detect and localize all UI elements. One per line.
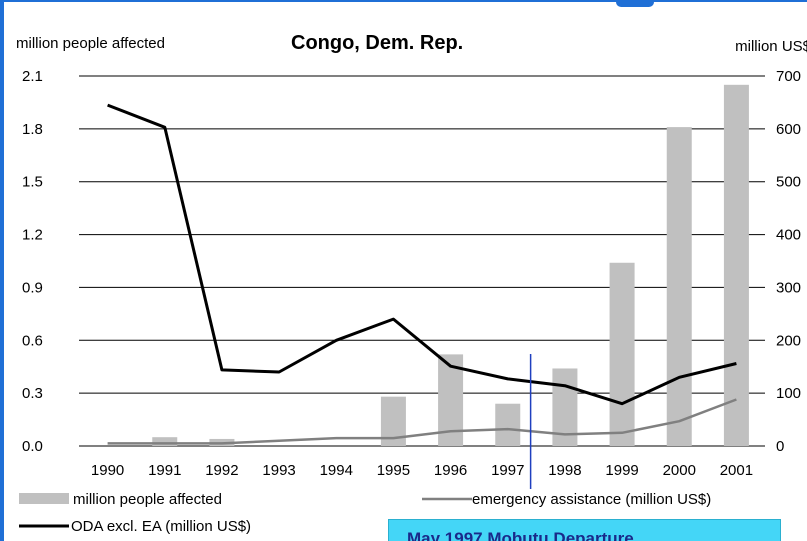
- x-tick-label: 1990: [91, 462, 124, 479]
- gridlines: [79, 75, 765, 447]
- x-tick-label: 1994: [320, 462, 353, 479]
- left-tick-label: 0.9: [22, 279, 43, 296]
- right-tick-label: 400: [776, 227, 801, 244]
- x-tick-label: 2000: [663, 462, 696, 479]
- legend-label-bars: million people affected: [73, 491, 222, 508]
- right-tick-label: 700: [776, 68, 801, 85]
- bar: [495, 403, 521, 446]
- left-tick-label: 1.8: [22, 121, 43, 138]
- left-tick-label: 1.5: [22, 174, 43, 191]
- right-tick-label: 500: [776, 174, 801, 191]
- x-tick-label: 1992: [205, 462, 238, 479]
- frame-tab: [616, 2, 654, 7]
- x-tick-label: 1999: [605, 462, 638, 479]
- legend: million people affected emergency assista…: [19, 491, 711, 535]
- tick-labels: 0.0 0 0.3 100 0.6 200 0.9 300 1.2 400 1.5 500 1.8 600…: [22, 68, 801, 479]
- x-tick-label: 1991: [148, 462, 181, 479]
- bar: [609, 262, 635, 446]
- legend-label-ea: emergency assistance (million US$): [472, 491, 711, 508]
- x-tick-label: 2001: [720, 462, 753, 479]
- x-tick-label: 1996: [434, 462, 467, 479]
- left-axis-title: million people affected: [16, 35, 165, 52]
- bars: [152, 84, 749, 447]
- right-tick-label: 100: [776, 385, 801, 402]
- left-tick-label: 0.6: [22, 332, 43, 349]
- right-tick-label: 300: [776, 279, 801, 296]
- legend-label-oda: ODA excl. EA (million US$): [71, 518, 251, 535]
- bar: [666, 127, 692, 446]
- oda-line: [107, 103, 737, 406]
- left-tick-label: 0.3: [22, 385, 43, 402]
- annotation-box: May 1997 Mobutu Departure: [388, 519, 781, 541]
- chart-title: Congo, Dem. Rep.: [291, 32, 463, 54]
- emergency-assistance-line: [107, 398, 737, 445]
- x-tick-label: 1993: [262, 462, 295, 479]
- right-tick-label: 0: [776, 438, 784, 455]
- right-tick-label: 600: [776, 121, 801, 138]
- annotation-text: May 1997 Mobutu Departure: [407, 529, 634, 541]
- left-tick-label: 2.1: [22, 68, 43, 85]
- left-tick-label: 1.2: [22, 227, 43, 244]
- legend-swatch-bars: [19, 493, 69, 504]
- left-tick-label: 0.0: [22, 438, 43, 455]
- lines: [107, 103, 737, 445]
- right-tick-label: 200: [776, 332, 801, 349]
- chart: 0.0 0 0.3 100 0.6 200 0.9 300 1.2 400 1.5 500 1.8 600…: [16, 32, 807, 535]
- x-tick-label: 1998: [548, 462, 581, 479]
- bar: [152, 437, 178, 446]
- right-axis-title: million US$: [735, 38, 807, 55]
- x-tick-label: 1997: [491, 462, 524, 479]
- x-tick-label: 1995: [377, 462, 410, 479]
- bar: [723, 84, 749, 447]
